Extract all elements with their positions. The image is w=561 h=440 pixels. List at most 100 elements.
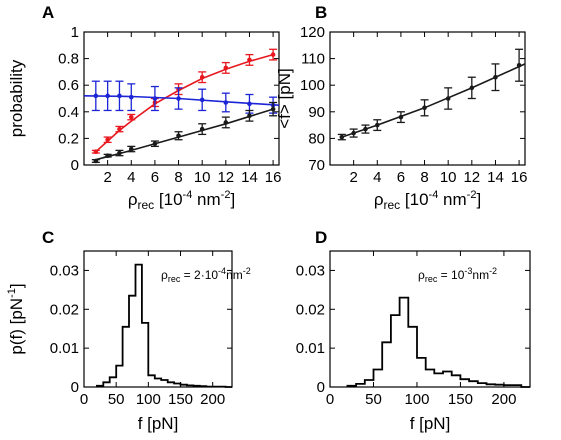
x-label-exponent: -4 [429, 189, 439, 201]
x-tick-label: 14 [241, 169, 258, 186]
annotation-symbol: ρ [418, 268, 425, 282]
series-line [341, 63, 526, 138]
histogram-bin [504, 385, 513, 387]
data-point [93, 158, 99, 164]
histogram-bin [135, 265, 141, 387]
x-tick-label: 12 [217, 169, 234, 186]
x-label-unit-2: nm [438, 190, 466, 209]
data-point [351, 130, 356, 136]
annotation-exponent-2: -2 [243, 266, 251, 276]
histogram-bin [347, 386, 356, 387]
x-tick-label: 200 [200, 391, 225, 408]
histogram-bin [443, 371, 452, 387]
annotation-subscript: rec [168, 274, 181, 284]
panel-label: C [42, 228, 54, 247]
histogram-bin [142, 323, 148, 387]
panel-label: A [42, 3, 54, 22]
data-point [199, 126, 205, 132]
x-tick-label: 150 [448, 391, 473, 408]
y-tick-label: 0.02 [50, 301, 79, 318]
x-label-subscript: rec [138, 198, 155, 212]
density-annotation: ρrec = 2·10-4nm-2 [161, 266, 251, 284]
histogram-bin [408, 327, 417, 387]
x-tick-label: 16 [265, 169, 282, 186]
annotation-value: = 2·10 [180, 268, 218, 282]
histogram-bin [495, 385, 504, 387]
data-point [105, 93, 110, 99]
annotation-value: = 10 [437, 268, 464, 282]
data-point [516, 62, 522, 68]
y-tick-label: 0.4 [58, 104, 79, 121]
x-tick-label: 200 [491, 391, 516, 408]
panel-C: C 0 50 100 150 200 0 0.01 0.02 0.03 f [pN] p(f) [pN… [6, 228, 251, 433]
data-point [128, 114, 134, 120]
histogram-bin [391, 315, 400, 387]
y-tick-label: 0 [71, 379, 79, 396]
y-axis-label: probability [7, 59, 26, 137]
data-point [247, 101, 252, 107]
histogram-bin [382, 342, 391, 387]
y-tick-label: 1 [71, 24, 79, 41]
x-tick-label: 100 [136, 391, 161, 408]
series-2 [91, 101, 278, 164]
data-point [493, 74, 498, 80]
data-point [152, 141, 158, 147]
y-tick-label: 0.2 [58, 130, 79, 147]
histogram-bin [129, 296, 135, 387]
histogram-bin [103, 382, 109, 387]
panel-label: D [315, 228, 327, 247]
x-label-unit: [10 [400, 190, 428, 209]
data-point [247, 57, 252, 63]
x-tick-label: 50 [365, 391, 382, 408]
y-tick-label: 0.03 [50, 262, 79, 279]
y-tick-label: 0 [71, 157, 79, 174]
annotation-unit: nm [472, 268, 489, 282]
x-label-unit-2: nm [192, 190, 220, 209]
histogram-bin [469, 381, 478, 387]
x-axis-label: ρrec [10-4 nm-2] [374, 189, 481, 212]
data-point [176, 96, 181, 101]
annotation-unit: nm [226, 268, 243, 282]
data-point [176, 133, 181, 139]
data-point [199, 74, 205, 80]
histogram-bin [110, 377, 116, 387]
y-tick-label: 0.03 [296, 262, 325, 279]
x-label-bracket: ] [230, 190, 235, 209]
y-tick-label: 0.02 [296, 301, 325, 318]
x-axis-label: f [pN] [138, 414, 179, 433]
y-tick-label: 120 [300, 24, 325, 41]
x-tick-label: 0 [326, 391, 334, 408]
x-label-symbol: ρ [128, 190, 138, 209]
x-tick-label: 10 [440, 169, 457, 186]
data-point [117, 93, 122, 99]
series-line [95, 108, 274, 161]
x-tick-label: 8 [174, 169, 182, 186]
x-tick-label: 4 [373, 169, 381, 186]
data-point [398, 114, 404, 120]
histogram-bin [187, 385, 193, 387]
panel-B: B 2 4 6 8 10 12 14 16 70 80 90 100 110 120 ρrec [10-4 n… [275, 3, 527, 212]
y-label-exponent: -1 [6, 288, 18, 298]
panel-A: A 2 4 6 8 10 12 14 16 0 0.2 0.4 0.6 0.8 1 ρrec [10-4 nm… [7, 3, 281, 212]
histogram-bin [155, 378, 161, 387]
histogram-bin [168, 382, 174, 387]
y-tick-label: 80 [308, 130, 325, 147]
y-tick-label: 100 [300, 77, 325, 94]
y-tick-label: 70 [308, 157, 325, 174]
histogram-bin [373, 370, 382, 387]
x-tick-label: 10 [194, 169, 211, 186]
panel-label: B [315, 3, 327, 22]
histogram-bin [426, 370, 435, 387]
data-point [93, 93, 99, 99]
plot-frame [329, 31, 526, 166]
data-point [363, 126, 368, 132]
histogram-bin [116, 366, 122, 387]
x-axis-label: ρrec [10-4 nm-2] [128, 189, 235, 212]
data-point [339, 134, 345, 140]
data-point [270, 106, 276, 112]
histogram-bin [487, 384, 496, 387]
data-point [105, 153, 110, 158]
series-line [95, 53, 274, 153]
y-tick-label: 90 [308, 104, 325, 121]
